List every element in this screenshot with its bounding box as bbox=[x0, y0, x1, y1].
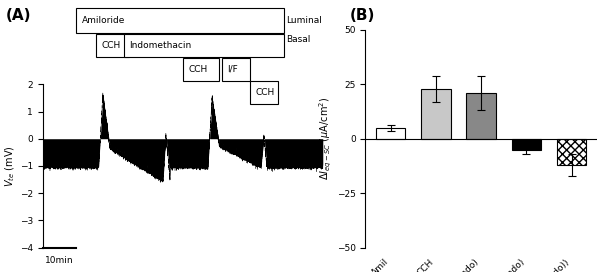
Text: (A): (A) bbox=[6, 8, 32, 23]
Text: Amiloride: Amiloride bbox=[82, 16, 125, 25]
Text: (B): (B) bbox=[350, 8, 376, 23]
Text: Luminal: Luminal bbox=[286, 16, 322, 25]
FancyBboxPatch shape bbox=[124, 34, 284, 57]
Text: CCH: CCH bbox=[102, 41, 121, 50]
Text: 10min: 10min bbox=[45, 256, 74, 265]
FancyBboxPatch shape bbox=[183, 58, 219, 81]
Text: CCH: CCH bbox=[188, 65, 208, 74]
FancyBboxPatch shape bbox=[96, 34, 130, 57]
FancyBboxPatch shape bbox=[76, 8, 284, 33]
Y-axis label: $V_{te}$ (mV): $V_{te}$ (mV) bbox=[3, 145, 17, 187]
Bar bbox=[557, 139, 586, 165]
FancyBboxPatch shape bbox=[222, 58, 250, 81]
Bar bbox=[376, 128, 406, 139]
FancyBboxPatch shape bbox=[250, 81, 278, 104]
Text: I/F: I/F bbox=[228, 65, 238, 74]
Bar bbox=[466, 93, 496, 139]
Y-axis label: $\Delta I_{eq-SC}$ ($\mu$A/cm$^2$): $\Delta I_{eq-SC}$ ($\mu$A/cm$^2$) bbox=[318, 97, 334, 180]
Bar bbox=[512, 139, 541, 150]
Text: CCH: CCH bbox=[256, 88, 275, 97]
Text: Basal: Basal bbox=[286, 35, 311, 44]
Text: Indomethacin: Indomethacin bbox=[130, 41, 192, 50]
Bar bbox=[421, 89, 451, 139]
